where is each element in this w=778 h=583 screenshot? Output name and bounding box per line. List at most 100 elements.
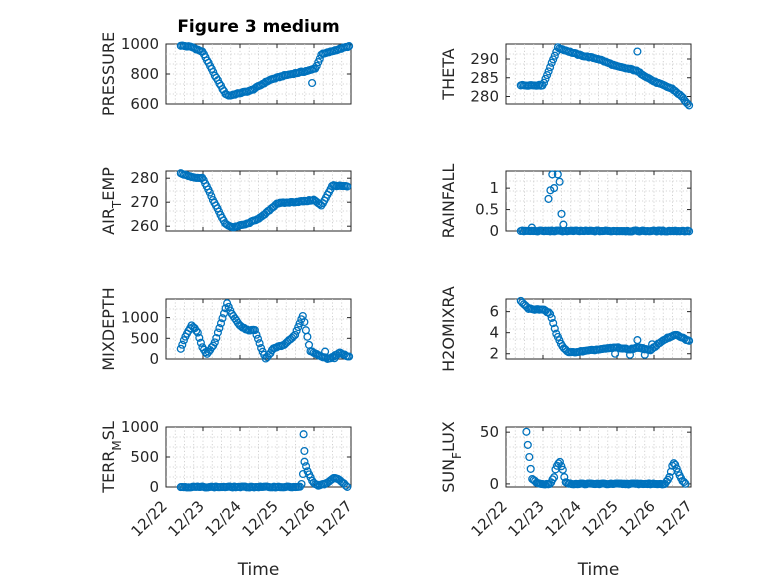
y-axis-label: MIXDEPTH — [99, 287, 118, 370]
x-tick-label: 12/25 — [239, 497, 282, 540]
data-point — [252, 330, 261, 339]
data-point — [679, 477, 689, 487]
data-point — [648, 340, 657, 349]
data-point — [625, 350, 635, 359]
y-tick-label: 260 — [130, 217, 159, 235]
data-point — [550, 473, 559, 482]
y-tick-label: 600 — [130, 95, 159, 113]
data-point — [321, 347, 330, 356]
x-tick-label: 12/23 — [165, 497, 208, 540]
data-point — [559, 220, 568, 229]
data-point — [300, 446, 309, 456]
y-tick-label: 280 — [130, 169, 159, 187]
subplot-3: 260 270 280 AIRTEMP — [99, 167, 352, 235]
data-point — [297, 479, 306, 489]
data-point — [207, 192, 216, 201]
data-point — [544, 67, 553, 76]
data-point — [300, 317, 309, 327]
data-point — [629, 66, 638, 75]
y-tick-label: 0 — [489, 222, 499, 240]
data-point — [250, 326, 259, 335]
y-tick-label: 500 — [130, 329, 159, 347]
data-point — [548, 170, 557, 179]
data-point — [527, 223, 536, 232]
data-point — [253, 334, 263, 343]
x-tick-label: 12/25 — [579, 497, 622, 540]
data-point — [544, 194, 553, 203]
data-point — [219, 309, 229, 318]
y-tick-label: 50 — [480, 423, 499, 441]
data-point — [543, 71, 552, 80]
data-point — [549, 319, 558, 328]
data-point — [210, 338, 219, 347]
data-point — [550, 184, 559, 193]
data-point — [665, 472, 674, 482]
figure-title: Figure 3 medium — [177, 17, 339, 37]
data-point — [178, 340, 187, 349]
data-point — [345, 42, 354, 51]
y-tick-label: 0 — [149, 478, 159, 496]
data-point — [550, 324, 559, 333]
y-axis-label: PRESSURE — [99, 32, 118, 116]
x-tick-label: 12/22 — [468, 497, 511, 540]
subplot-4: 0 0.5 1 RAINFALL — [439, 164, 694, 240]
data-point — [343, 482, 352, 491]
data-point — [213, 328, 222, 337]
y-tick-label: 1 — [489, 179, 499, 197]
y-tick-label: 1000 — [121, 418, 159, 436]
data-point — [176, 344, 185, 353]
y-tick-label: 6 — [489, 303, 499, 321]
data-point — [299, 430, 308, 439]
data-point — [216, 319, 226, 328]
y-axis-label: SUNFLUX — [439, 421, 464, 493]
data-point — [179, 336, 188, 345]
y-axis-label: H2OMIXRA — [439, 286, 458, 372]
data-point — [215, 324, 224, 333]
y-tick-label: 500 — [130, 448, 159, 466]
data-point — [633, 47, 642, 56]
data-point — [330, 354, 339, 363]
data-point — [549, 55, 558, 64]
data-point — [633, 336, 642, 345]
data-point — [294, 323, 303, 332]
x-axis-label: Time — [577, 560, 620, 580]
data-point — [195, 333, 204, 342]
data-point — [671, 460, 680, 469]
data-point — [558, 465, 567, 474]
x-tick-label: 12/24 — [202, 497, 245, 540]
data-point — [681, 479, 690, 488]
data-point — [223, 299, 232, 308]
data-point — [522, 427, 531, 436]
data-point — [685, 101, 694, 110]
data-point — [685, 336, 694, 345]
data-point — [303, 332, 312, 341]
x-tick-label: 12/26 — [276, 497, 319, 540]
data-point — [541, 74, 550, 83]
data-point — [557, 209, 566, 218]
y-axis-label: THETA — [439, 48, 458, 100]
data-point — [295, 319, 304, 328]
data-point — [341, 481, 350, 490]
data-point — [343, 182, 352, 191]
data-point — [555, 177, 564, 186]
data-point — [291, 330, 300, 339]
data-point — [292, 326, 301, 335]
y-tick-label: 1000 — [121, 35, 159, 53]
y-axis-label: RAINFALL — [439, 164, 458, 239]
x-tick-label: 12/27 — [653, 497, 696, 540]
data-point — [312, 61, 321, 70]
data-point — [343, 43, 352, 52]
y-tick-label: 285 — [470, 69, 499, 87]
data-point — [683, 99, 692, 108]
data-point — [553, 170, 562, 179]
y-tick-label: 1000 — [121, 309, 159, 327]
data-point — [192, 326, 201, 335]
data-point — [212, 333, 221, 343]
y-axis-label: TERRMSL — [99, 421, 124, 494]
data-point — [345, 352, 354, 361]
